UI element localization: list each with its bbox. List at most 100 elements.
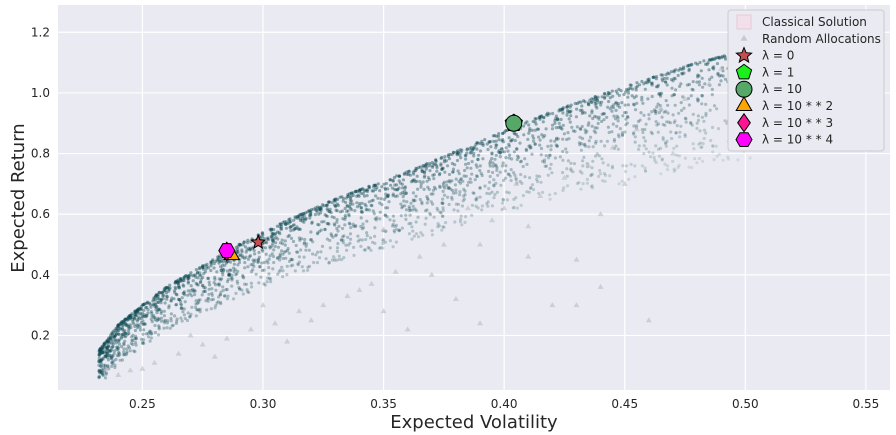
random-allocation-point: [490, 190, 494, 194]
random-allocation-triangle: [211, 353, 218, 359]
random-allocation-point: [302, 211, 306, 216]
random-allocation-point: [700, 76, 704, 80]
random-allocation-point: [97, 368, 101, 372]
random-allocation-point: [108, 337, 112, 341]
random-allocation-point: [440, 201, 444, 206]
random-allocation-point: [288, 217, 292, 221]
random-allocation-point: [257, 281, 261, 285]
random-allocation-point: [710, 125, 715, 130]
random-allocation-point: [348, 196, 352, 200]
random-allocation-point: [538, 143, 542, 147]
random-allocation-point: [290, 258, 294, 262]
random-allocation-point: [527, 131, 531, 135]
random-allocation-point: [691, 88, 695, 92]
random-allocation-point: [408, 206, 412, 211]
random-allocation-point: [405, 172, 409, 177]
random-allocation-point: [536, 180, 540, 184]
random-allocation-point: [411, 208, 415, 212]
random-allocation-point: [597, 154, 601, 158]
random-allocation-point: [486, 204, 490, 208]
random-allocation-point: [474, 163, 478, 167]
random-allocation-point: [462, 194, 466, 198]
random-allocation-point: [600, 100, 604, 104]
random-allocation-point: [99, 351, 103, 355]
random-allocation-point: [602, 92, 607, 96]
random-allocation-point: [492, 178, 496, 182]
random-allocation-point: [277, 230, 281, 234]
random-allocation-point: [682, 71, 686, 75]
random-allocation-point: [689, 121, 693, 125]
random-allocation-point: [580, 136, 585, 141]
random-allocation-point: [533, 142, 537, 146]
random-allocation-point: [181, 291, 185, 295]
random-allocation-point: [119, 321, 123, 326]
random-allocation-point: [122, 321, 126, 325]
random-allocation-point: [159, 309, 163, 313]
random-allocation-point: [435, 166, 439, 170]
random-allocation-point: [371, 189, 376, 193]
random-allocation-point: [97, 349, 101, 353]
random-allocation-point: [105, 345, 109, 349]
random-allocation-point: [375, 185, 379, 190]
random-allocation-point: [145, 300, 149, 304]
random-allocation-point: [690, 165, 694, 170]
random-allocation-point: [221, 288, 225, 292]
random-allocation-point: [168, 286, 172, 290]
random-allocation-point: [245, 241, 250, 245]
legend-marker: [736, 14, 752, 30]
random-allocation-point: [369, 203, 373, 207]
random-allocation-point: [549, 139, 553, 143]
random-allocation-point: [300, 213, 304, 217]
random-allocation-point: [623, 110, 627, 115]
random-allocation-point: [162, 326, 166, 330]
random-allocation-point: [621, 164, 625, 168]
random-allocation-point: [307, 248, 311, 252]
random-allocation-point: [642, 152, 646, 156]
random-allocation-triangle: [464, 205, 471, 211]
random-allocation-point: [679, 124, 683, 128]
random-allocation-point: [177, 286, 182, 290]
random-allocation-point: [309, 208, 314, 212]
random-allocation-point: [164, 285, 168, 290]
random-allocation-point: [103, 376, 108, 380]
random-allocation-point: [333, 199, 337, 203]
random-allocation-point: [529, 186, 533, 191]
random-allocation-point: [252, 260, 256, 264]
random-allocation-point: [156, 300, 160, 304]
random-allocation-point: [174, 321, 178, 325]
random-allocation-point: [501, 140, 506, 144]
random-allocation-point: [105, 340, 109, 344]
random-allocation-point: [642, 82, 646, 86]
random-allocation-point: [654, 160, 658, 164]
random-allocation-point: [133, 350, 137, 354]
random-allocation-point: [327, 222, 331, 226]
random-allocation-point: [174, 303, 179, 307]
random-allocation-point: [629, 83, 633, 87]
random-allocation-point: [238, 254, 242, 258]
random-allocation-point: [579, 187, 583, 191]
random-allocation-point: [135, 319, 139, 323]
random-allocation-point: [101, 345, 105, 349]
random-allocation-point: [296, 214, 300, 219]
random-allocation-point: [197, 300, 201, 304]
random-allocation-point: [281, 256, 285, 261]
random-allocation-point: [353, 224, 357, 229]
random-allocation-point: [428, 164, 432, 168]
random-allocation-point: [634, 86, 638, 90]
random-allocation-point: [271, 239, 276, 243]
random-allocation-point: [148, 303, 152, 307]
random-allocation-point: [210, 259, 215, 263]
random-allocation-point: [632, 124, 636, 128]
random-allocation-point: [643, 127, 647, 132]
random-allocation-point: [575, 181, 580, 186]
random-allocation-point: [309, 230, 313, 234]
random-allocation-point: [477, 153, 481, 157]
random-allocation-point: [355, 194, 359, 198]
random-allocation-point: [395, 188, 400, 192]
random-allocation-point: [110, 360, 114, 364]
random-allocation-point: [550, 123, 555, 127]
random-allocation-point: [293, 227, 297, 231]
random-allocation-point: [494, 146, 498, 150]
random-allocation-point: [198, 280, 202, 285]
random-allocation-point: [748, 156, 752, 160]
